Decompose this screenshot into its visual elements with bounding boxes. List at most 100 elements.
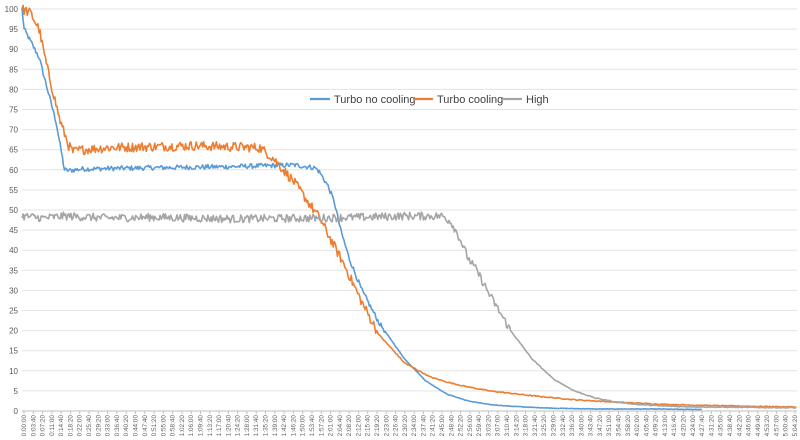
- x-tick-label: 1:53:40: [309, 415, 316, 437]
- x-tick-label: 2:34:00: [411, 415, 418, 437]
- y-tick-label: 100: [5, 5, 19, 14]
- y-tick-label: 5: [14, 387, 19, 396]
- x-tick-label: 4:24:00: [690, 415, 697, 437]
- x-tick-label: 3:29:00: [550, 415, 557, 437]
- x-tick-label: 1:57:20: [318, 415, 325, 437]
- y-tick-label: 65: [9, 146, 18, 155]
- legend-item-2: High: [502, 94, 549, 106]
- x-tick-label: 1:28:00: [244, 415, 251, 437]
- x-tick-label: 4:16:40: [671, 415, 678, 437]
- y-tick-label: 75: [9, 106, 18, 115]
- x-tick-label: 0:58:40: [170, 415, 177, 437]
- x-tick-label: 2:15:40: [365, 415, 372, 437]
- y-axis: 0 5 10 15 20 25 30 35 40 45 50 55 60 65 70 75 80 85 90 95 10…: [5, 5, 19, 416]
- x-tick-label: 4:27:40: [699, 415, 706, 437]
- x-tick-label: 4:57:00: [773, 415, 780, 437]
- x-tick-label: 0:11:00: [49, 415, 56, 436]
- x-tick-label: 0:47:40: [142, 415, 149, 437]
- x-tick-label: 1:20:40: [225, 415, 232, 437]
- y-tick-label: 70: [9, 126, 18, 135]
- x-tick-label: 4:35:00: [718, 415, 725, 437]
- x-tick-label: 4:05:40: [643, 415, 650, 437]
- x-tick-label: 2:45:00: [439, 415, 446, 437]
- x-tick-label: 1:13:20: [207, 415, 214, 437]
- x-tick-label: 2:41:20: [430, 415, 437, 437]
- x-tick-label: 0:00:00: [21, 415, 28, 437]
- x-tick-label: 0:03:40: [30, 415, 37, 437]
- x-tick-label: 1:02:20: [179, 415, 186, 437]
- y-tick-label: 55: [9, 186, 18, 195]
- x-tick-label: 3:54:40: [616, 415, 623, 437]
- x-tick-label: 3:36:20: [569, 415, 576, 437]
- y-tick-label: 85: [9, 65, 18, 74]
- y-tick-label: 0: [14, 407, 19, 416]
- x-tick-label: 2:37:40: [420, 415, 427, 437]
- x-tick-label: 4:38:40: [727, 415, 734, 437]
- y-tick-label: 45: [9, 226, 18, 235]
- legend-label-2: High: [526, 94, 549, 106]
- series: [21, 4, 797, 411]
- series-line-0: [21, 8, 702, 411]
- x-tick-label: 4:09:20: [653, 415, 660, 437]
- x-tick-label: 0:14:40: [58, 415, 65, 437]
- x-tick-label: 1:09:40: [197, 415, 204, 437]
- x-tick-label: 3:40:00: [578, 415, 585, 437]
- x-tick-label: 2:52:20: [458, 415, 465, 437]
- x-axis: 0:00:00 0:03:40 0:07:20 0:11:00 0:14:40 0:18:…: [21, 411, 799, 436]
- y-tick-label: 95: [9, 25, 18, 34]
- x-tick-label: 2:01:00: [328, 415, 335, 437]
- x-tick-label: 0:55:00: [160, 415, 167, 437]
- x-tick-label: 2:59:40: [476, 415, 483, 437]
- x-tick-label: 2:04:40: [337, 415, 344, 437]
- x-tick-label: 0:18:20: [67, 415, 74, 437]
- y-tick-label: 30: [9, 286, 18, 295]
- x-tick-label: 3:47:20: [597, 415, 604, 437]
- x-tick-label: 3:10:40: [504, 415, 511, 437]
- x-tick-label: 4:49:40: [755, 415, 762, 437]
- y-tick-label: 20: [9, 327, 18, 336]
- x-tick-label: 1:17:00: [216, 415, 223, 437]
- x-tick-label: 3:43:40: [588, 415, 595, 437]
- legend-item-0: Turbo no cooling: [310, 94, 416, 106]
- x-tick-label: 3:51:00: [606, 415, 613, 437]
- y-tick-label: 40: [9, 246, 18, 255]
- x-tick-label: 1:06:00: [188, 415, 195, 437]
- x-tick-label: 1:46:20: [290, 415, 297, 437]
- x-tick-label: 1:39:00: [272, 415, 279, 437]
- x-tick-label: 0:44:00: [132, 415, 139, 437]
- x-tick-label: 3:32:40: [560, 415, 567, 437]
- x-tick-label: 3:21:40: [532, 415, 539, 437]
- x-tick-label: 2:19:20: [374, 415, 381, 437]
- x-tick-label: 0:29:20: [95, 415, 102, 437]
- x-tick-label: 4:53:20: [764, 415, 771, 437]
- gridlines: [22, 8, 797, 412]
- x-tick-label: 4:31:20: [708, 415, 715, 437]
- x-tick-label: 5:00:40: [783, 415, 790, 437]
- x-tick-label: 1:31:40: [253, 415, 260, 437]
- x-tick-label: 1:42:40: [281, 415, 288, 437]
- x-tick-label: 3:07:00: [495, 415, 502, 437]
- x-tick-label: 4:42:20: [736, 415, 743, 437]
- x-tick-label: 0:25:40: [86, 415, 93, 437]
- y-tick-label: 25: [9, 307, 18, 316]
- x-tick-label: 0:36:40: [114, 415, 121, 437]
- x-tick-label: 4:20:20: [681, 415, 688, 437]
- x-tick-label: 3:03:20: [485, 415, 492, 437]
- legend-item-1: Turbo cooling: [413, 94, 503, 106]
- x-tick-label: 2:30:20: [402, 415, 409, 437]
- y-tick-label: 10: [9, 367, 18, 376]
- x-tick-label: 4:13:00: [662, 415, 669, 437]
- x-tick-label: 0:33:00: [105, 415, 112, 437]
- x-tick-label: 2:23:00: [383, 415, 390, 437]
- x-tick-label: 5:04:20: [792, 415, 799, 437]
- x-tick-label: 1:24:20: [235, 415, 242, 437]
- x-tick-label: 3:58:20: [625, 415, 632, 437]
- x-tick-label: 0:51:20: [151, 415, 158, 437]
- x-tick-label: 3:25:20: [541, 415, 548, 437]
- series-line-1: [21, 4, 797, 409]
- x-tick-label: 2:48:40: [448, 415, 455, 437]
- y-tick-label: 35: [9, 266, 18, 275]
- x-tick-label: 2:08:20: [346, 415, 353, 437]
- x-tick-label: 1:35:20: [263, 415, 270, 437]
